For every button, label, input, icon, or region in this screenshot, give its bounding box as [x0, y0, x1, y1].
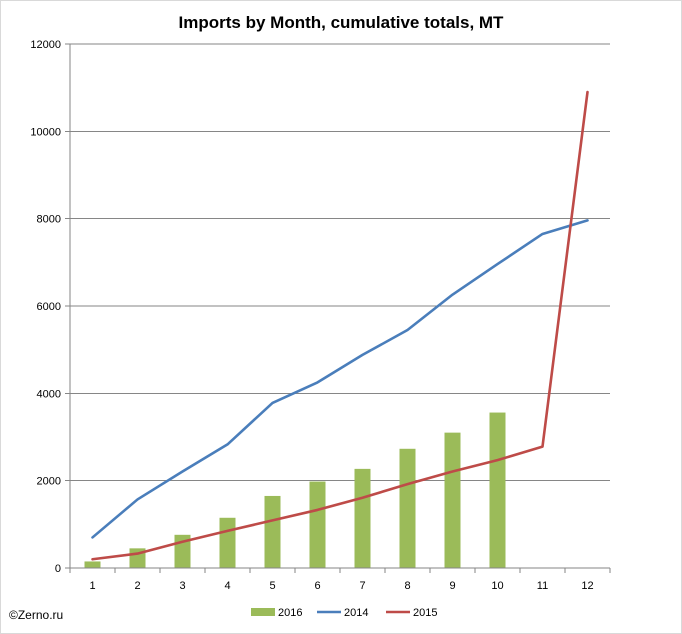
x-tick-label: 1	[89, 580, 95, 592]
x-tick-label: 8	[404, 580, 410, 592]
y-tick-label: 4000	[37, 388, 61, 400]
bar	[399, 448, 416, 568]
bar	[354, 468, 371, 568]
bar	[84, 561, 101, 568]
x-tick-label: 10	[491, 580, 503, 592]
x-tick-label: 6	[314, 580, 320, 592]
x-tick-label: 7	[359, 580, 365, 592]
bar-series	[84, 412, 506, 568]
x-tick-label: 9	[449, 580, 455, 592]
y-tick-labels: 0 2000 4000 6000 8000 10000 12000	[30, 39, 61, 575]
axes	[69, 44, 611, 573]
y-tick-label: 6000	[37, 301, 61, 313]
legend: 2016 2014 2015	[251, 607, 437, 619]
y-tick-label: 0	[55, 563, 61, 575]
bar	[264, 495, 281, 568]
gridlines	[65, 43, 610, 569]
bar	[219, 517, 236, 568]
legend-swatch-2016	[251, 608, 275, 616]
legend-label: 2015	[413, 607, 437, 619]
series-line-2014	[91, 219, 589, 539]
y-tick-label: 10000	[30, 126, 61, 138]
bar	[309, 481, 326, 568]
x-tick-label: 4	[224, 580, 230, 592]
y-tick-label: 2000	[37, 476, 61, 488]
x-tick-labels: 1 2 3 4 5 6 7 8 9 10 11 12	[89, 580, 593, 592]
y-tick-label: 8000	[37, 214, 61, 226]
x-tick-label: 3	[179, 580, 185, 592]
legend-label: 2016	[278, 607, 302, 619]
x-tick-label: 2	[134, 580, 140, 592]
bar	[444, 432, 461, 568]
bar	[489, 412, 506, 568]
line-series	[91, 90, 589, 561]
series-line-2015	[91, 90, 589, 561]
y-tick-label: 12000	[30, 39, 61, 51]
x-tick-label: 12	[581, 580, 593, 592]
credit-text: ©Zerno.ru	[9, 608, 63, 622]
x-tick-label: 11	[537, 580, 548, 592]
chart-title: Imports by Month, cumulative totals, MT	[179, 13, 505, 32]
legend-label: 2014	[344, 607, 368, 619]
x-tick-label: 5	[269, 580, 275, 592]
